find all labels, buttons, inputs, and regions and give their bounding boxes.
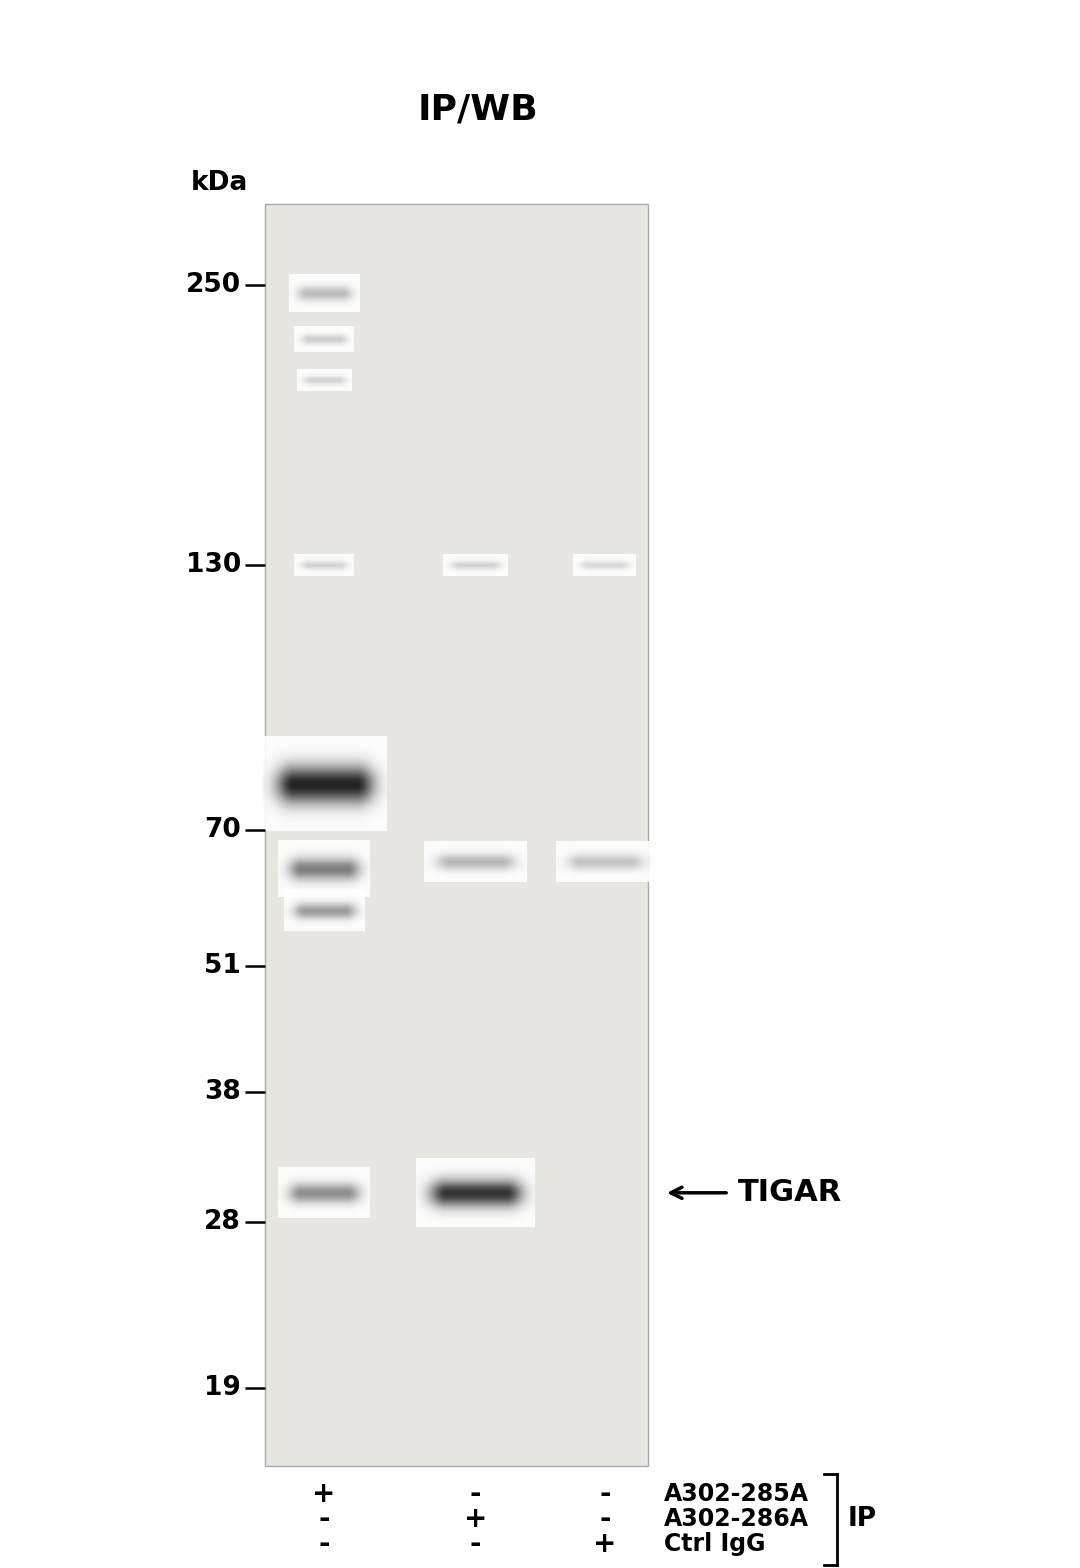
Text: TIGAR: TIGAR [738, 1178, 842, 1207]
Text: -: - [319, 1505, 329, 1534]
Text: -: - [319, 1530, 329, 1559]
Text: 28: 28 [204, 1209, 241, 1236]
Text: +: + [312, 1480, 336, 1508]
Text: +: + [593, 1530, 617, 1559]
Text: -: - [599, 1480, 610, 1508]
Text: -: - [599, 1505, 610, 1534]
Text: Ctrl IgG: Ctrl IgG [664, 1532, 766, 1557]
Bar [265, 204, 648, 1466]
Text: 51: 51 [204, 952, 241, 978]
Text: +: + [463, 1505, 487, 1534]
Text: kDa: kDa [191, 169, 248, 196]
Text: -: - [470, 1480, 481, 1508]
Text: 130: 130 [186, 552, 241, 579]
Text: IP/WB: IP/WB [418, 93, 538, 127]
Text: 38: 38 [204, 1079, 241, 1104]
Text: 19: 19 [204, 1375, 241, 1402]
Text: 70: 70 [204, 817, 241, 844]
Text: A302-286A: A302-286A [664, 1507, 809, 1532]
Text: 250: 250 [186, 271, 241, 298]
Text: -: - [470, 1530, 481, 1559]
Text: IP: IP [848, 1507, 877, 1532]
Text: A302-285A: A302-285A [664, 1482, 809, 1507]
